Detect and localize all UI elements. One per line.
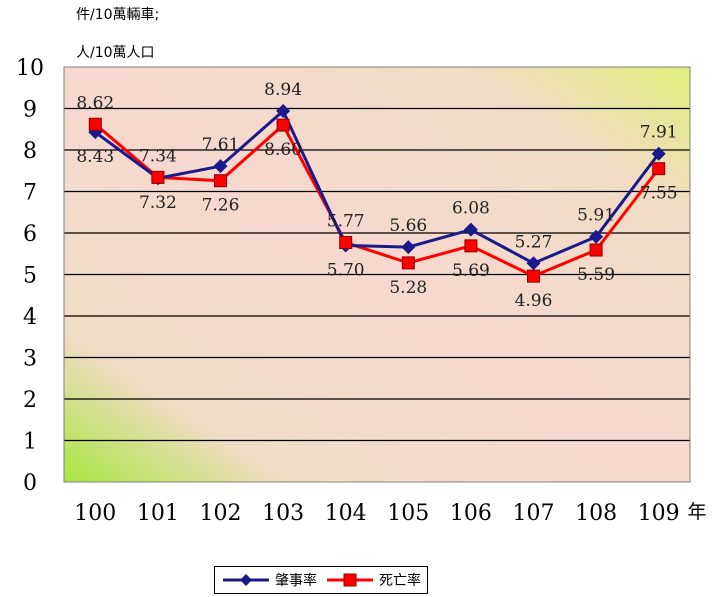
y-tick-label-6: 6 xyxy=(23,222,37,247)
y-tick-label-8: 8 xyxy=(23,139,37,164)
data-label-accident-rate-102: 7.61 xyxy=(202,135,240,155)
series-lines xyxy=(94,109,660,278)
y-tick-label-3: 3 xyxy=(23,347,37,372)
marker-accident-rate-103 xyxy=(276,103,291,118)
marker-death-rate-103 xyxy=(276,118,290,132)
data-label-death-rate-107: 4.96 xyxy=(515,291,553,311)
data-label-death-rate-108: 5.59 xyxy=(577,265,615,285)
marker-death-rate-108 xyxy=(589,243,603,257)
data-label-death-rate-101: 7.34 xyxy=(139,146,177,166)
y-axis: 0 1 2 3 4 5 6 7 8 9 10 xyxy=(16,56,44,496)
legend-swatch-death-rate xyxy=(327,573,373,587)
y-tick-label-0: 0 xyxy=(23,471,37,496)
marker-death-rate-102 xyxy=(214,174,227,188)
y-axis-title-line-2: 人/10萬人口 xyxy=(76,45,155,61)
gridlines xyxy=(64,107,690,442)
x-tick-label-101: 101 xyxy=(137,501,179,526)
marker-accident-rate-105 xyxy=(401,240,416,255)
marker-accident-rate-106 xyxy=(463,222,478,237)
y-tick-label-1: 1 xyxy=(23,430,37,455)
line-chart: 0 1 2 3 4 5 6 7 8 9 10 100 101 102 103 104 105 106 107 108… xyxy=(16,56,707,526)
marker-accident-rate-109 xyxy=(651,146,666,161)
data-label-accident-rate-109: 7.91 xyxy=(640,123,678,143)
data-label-accident-rate-107: 5.27 xyxy=(515,232,553,252)
data-label-accident-rate-103: 8.94 xyxy=(264,80,302,100)
y-tick-label-7: 7 xyxy=(23,181,37,206)
data-label-accident-rate-105: 5.66 xyxy=(389,216,427,236)
plot-area-border xyxy=(63,66,691,483)
marker-death-rate-101 xyxy=(151,170,165,184)
marker-death-rate-107 xyxy=(527,269,540,283)
legend-item-death-rate: 死亡率 xyxy=(327,570,421,590)
x-axis: 100 101 102 103 104 105 106 107 108 109 年 xyxy=(74,501,706,526)
marker-death-rate-106 xyxy=(464,239,478,253)
marker-death-rate-104 xyxy=(339,236,353,250)
y-tick-label-9: 9 xyxy=(23,98,37,123)
legend-label-accident-rate: 肇事率 xyxy=(275,573,317,589)
series-markers xyxy=(88,103,666,283)
data-label-accident-rate-108: 5.91 xyxy=(577,206,615,226)
x-tick-label-104: 104 xyxy=(325,501,367,526)
x-tick-label-102: 102 xyxy=(200,501,242,526)
data-label-death-rate-103: 8.60 xyxy=(264,140,302,160)
series-line-accident-rate xyxy=(94,109,660,265)
marker-death-rate-109 xyxy=(652,162,666,176)
marker-accident-rate-102 xyxy=(213,159,228,174)
legend-swatch-accident-rate xyxy=(223,574,269,586)
y-tick-label-4: 4 xyxy=(23,305,37,330)
data-label-accident-rate-100: 8.43 xyxy=(76,147,114,167)
marker-accident-rate-108 xyxy=(589,229,604,244)
x-tick-label-109: 109 xyxy=(638,501,680,526)
data-label-accident-rate-101: 7.32 xyxy=(139,193,177,213)
x-tick-label-107: 107 xyxy=(513,501,555,526)
y-tick-label-10: 10 xyxy=(16,56,44,81)
data-label-death-rate-104: 5.77 xyxy=(327,212,365,232)
y-tick-label-5: 5 xyxy=(23,264,37,289)
x-tick-label-103: 103 xyxy=(262,501,304,526)
data-label-death-rate-106: 5.69 xyxy=(452,261,490,281)
data-label-death-rate-105: 5.28 xyxy=(389,278,427,298)
legend-item-accident-rate: 肇事率 xyxy=(223,570,317,590)
marker-death-rate-100 xyxy=(88,117,102,131)
x-tick-label-106: 106 xyxy=(450,501,492,526)
y-axis-title-line-1: 件/10萬輛車; xyxy=(76,7,160,23)
y-tick-label-2: 2 xyxy=(23,388,37,413)
data-labels: 8.43 8.62 7.32 7.34 7.61 7.26 8.94 8.60 5.70 5.77… xyxy=(76,80,677,311)
x-axis-title: 年 xyxy=(687,501,706,523)
x-tick-label-105: 105 xyxy=(387,501,429,526)
x-tick-label-100: 100 xyxy=(74,501,116,526)
data-label-death-rate-100: 8.62 xyxy=(76,93,114,113)
x-tick-label-108: 108 xyxy=(575,501,617,526)
data-label-accident-rate-104: 5.70 xyxy=(327,260,365,280)
series-line-death-rate xyxy=(94,123,660,278)
legend-label-death-rate: 死亡率 xyxy=(379,573,421,589)
data-label-accident-rate-106: 6.08 xyxy=(452,199,490,219)
marker-death-rate-105 xyxy=(401,256,415,270)
legend: 肇事率 死亡率 xyxy=(214,566,428,594)
data-label-death-rate-109: 7.55 xyxy=(640,184,678,204)
data-label-death-rate-102: 7.26 xyxy=(202,196,240,216)
marker-accident-rate-107 xyxy=(526,256,541,271)
